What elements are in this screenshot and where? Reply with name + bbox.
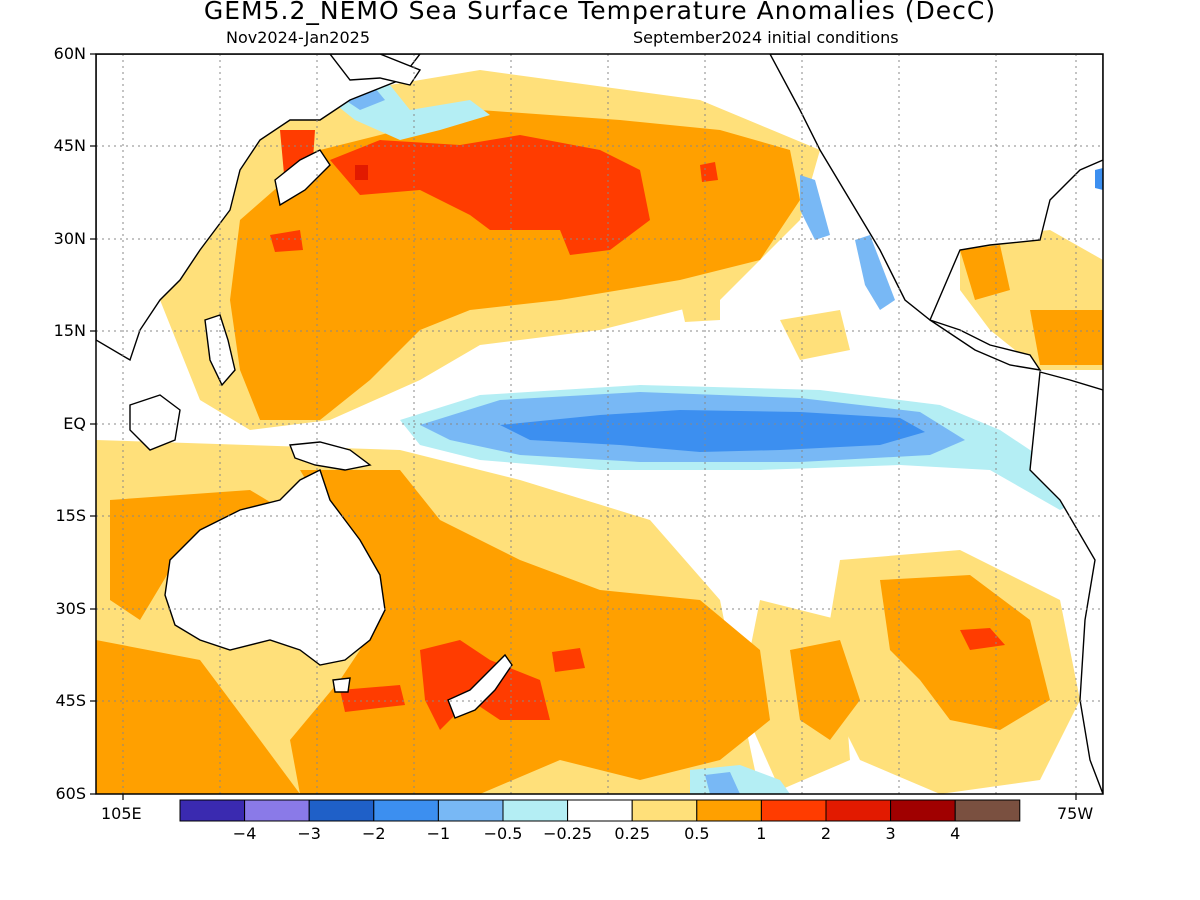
colorbar-swatch [954,799,1021,822]
colorbar-swatch [244,799,310,822]
lon-label-75w: 75W [1057,804,1094,823]
lat-label-15s: 15S [55,506,86,525]
colorbar-swatch [567,799,633,822]
lat-label-15n: 15N [53,321,86,340]
colorbar-swatch [502,799,569,822]
lat-label-30n: 30N [53,229,86,248]
lon-label-105e: 105E [101,804,142,823]
colorbar-label: 1 [756,824,767,843]
lat-label-45n: 45N [53,136,86,155]
colorbar [179,799,1021,822]
lat-label-60n: 60N [53,44,86,63]
colorbar-label: −0.5 [483,824,523,843]
colorbar-swatch [373,799,439,822]
colorbar-label: −2 [362,824,386,843]
colorbar-label: 4 [950,824,961,843]
colorbar-label: −4 [232,824,257,843]
initial-conditions: September2024 initial conditions [633,28,899,47]
colorbar-swatch [308,799,375,822]
colorbar-label: 3 [885,824,896,843]
colorbar-label: 0.25 [614,824,650,843]
colorbar-swatch [696,799,762,822]
colorbar-label: 2 [820,824,832,843]
colorbar-label: −0.25 [543,824,593,843]
colorbar-swatch [760,799,827,822]
colorbar-label: −1 [426,824,451,843]
forecast-period: Nov2024-Jan2025 [226,28,370,47]
colorbar-label: −3 [297,824,321,843]
map-title: GEM5.2_NEMO Sea Surface Temperature Anom… [203,0,997,25]
axis-ticks [90,53,1077,800]
colorbar-swatch [179,799,246,822]
anomaly-field [96,54,1103,794]
lat-label-eq: EQ [63,414,86,433]
lat-label-45s: 45S [55,691,86,710]
colorbar-swatch [825,799,892,822]
lat-label-60s: 60S [55,784,86,803]
colorbar-swatch [890,799,956,822]
lat-label-30s: 30S [55,599,86,618]
colorbar-swatch [437,799,504,822]
colorbar-swatch [631,799,698,822]
colorbar-label: 0.5 [684,824,710,843]
